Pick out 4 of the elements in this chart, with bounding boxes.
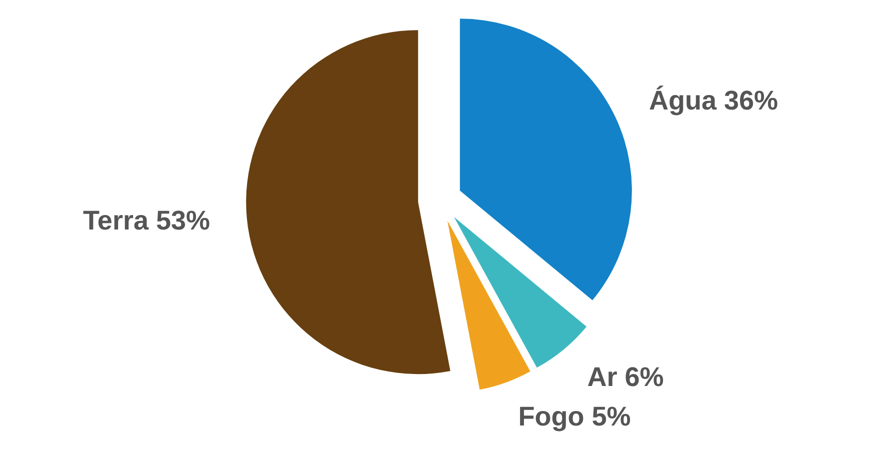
- slice-label: Ar 6%: [587, 362, 664, 392]
- slice-label: Fogo 5%: [518, 401, 631, 432]
- slice-label: Água 36%: [649, 86, 778, 116]
- slice-label: Terra 53%: [82, 206, 210, 236]
